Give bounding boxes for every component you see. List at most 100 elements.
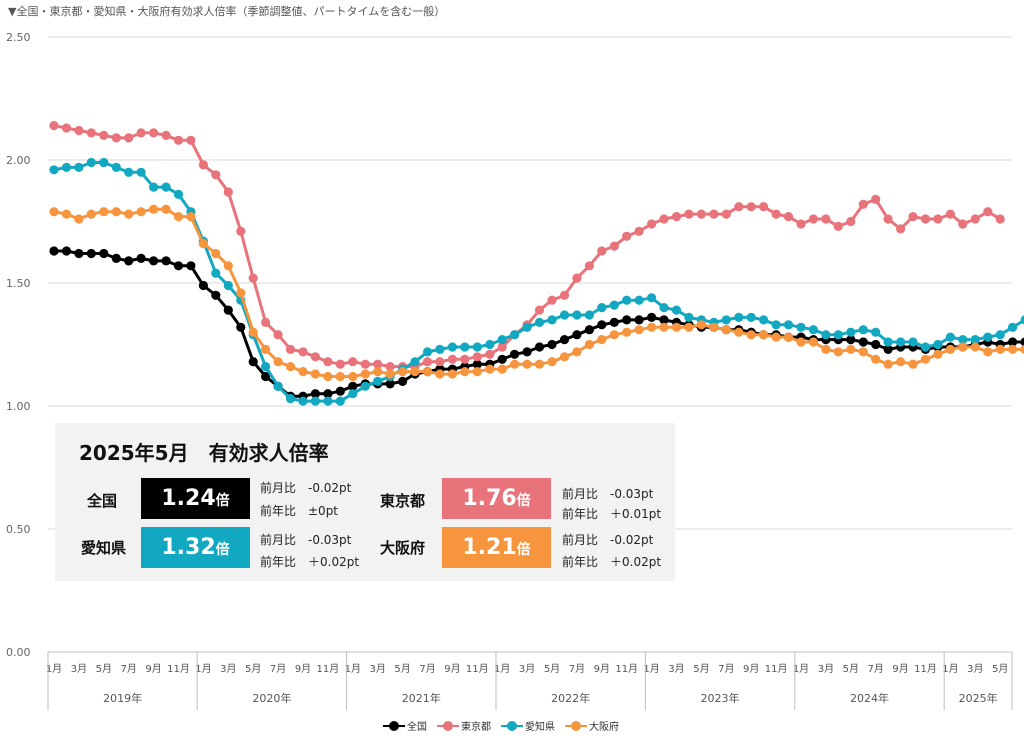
summary-label-osaka: 大阪府	[380, 539, 426, 557]
data-point-1	[298, 347, 308, 357]
data-point-2	[273, 381, 283, 391]
data-point-1	[572, 273, 582, 283]
data-point-3	[684, 322, 694, 332]
data-point-3	[509, 359, 520, 369]
data-point-3	[933, 349, 943, 359]
data-point-1	[709, 209, 719, 219]
data-point-3	[460, 367, 470, 377]
data-point-1	[99, 130, 109, 140]
data-point-3	[734, 327, 744, 337]
data-point-1	[373, 359, 383, 369]
data-point-1	[547, 295, 557, 305]
data-point-3	[559, 352, 570, 362]
x-month-label: 5月	[394, 663, 410, 675]
data-point-1	[348, 357, 358, 367]
data-point-0	[49, 246, 59, 256]
data-point-1	[609, 241, 619, 251]
summary-label-national: 全国	[87, 492, 118, 510]
legend-item-national: 全国	[383, 718, 427, 733]
data-point-1	[74, 125, 84, 136]
data-point-3	[572, 347, 582, 357]
data-point-1	[796, 219, 806, 229]
data-point-2	[173, 189, 184, 199]
data-point-3	[335, 371, 345, 382]
y-tick-label: 0.00	[6, 646, 31, 659]
summary-label-tokyo: 東京都	[380, 492, 426, 510]
data-point-0	[248, 357, 258, 367]
data-point-3	[248, 327, 258, 337]
data-point-1	[808, 214, 819, 224]
x-month-label: 3月	[370, 663, 386, 675]
data-point-3	[1008, 344, 1018, 354]
data-point-3	[186, 212, 196, 222]
data-point-1	[497, 342, 507, 352]
data-point-2	[497, 335, 507, 345]
data-point-1	[447, 354, 457, 364]
data-point-3	[236, 288, 246, 298]
data-point-2	[223, 280, 233, 291]
summary-unit: 倍	[215, 493, 230, 509]
data-point-2	[124, 167, 134, 177]
data-point-3	[410, 367, 420, 377]
data-point-2	[460, 342, 470, 352]
data-point-3	[360, 369, 370, 379]
data-point-1	[945, 209, 956, 219]
data-point-1	[124, 133, 134, 143]
summary-yoy-tokyo: 前年比 ＋0.01pt	[562, 507, 662, 521]
data-point-1	[198, 160, 208, 170]
data-point-3	[846, 344, 856, 354]
data-point-0	[572, 330, 582, 340]
data-point-1	[323, 357, 333, 367]
data-point-3	[522, 359, 532, 369]
data-point-1	[335, 359, 345, 369]
data-point-3	[647, 322, 657, 332]
data-point-1	[833, 221, 843, 231]
x-month-label: 5月	[544, 663, 560, 675]
data-point-2	[821, 330, 831, 340]
x-month-label: 9月	[295, 663, 311, 675]
data-point-3	[161, 204, 171, 214]
data-point-2	[871, 327, 881, 337]
data-point-1	[958, 219, 968, 229]
summary-label-aichi: 愛知県	[81, 539, 127, 557]
data-point-2	[136, 167, 146, 177]
data-point-3	[808, 337, 819, 347]
data-point-2	[771, 320, 781, 330]
data-point-3	[310, 369, 320, 379]
x-month-label: 7月	[270, 663, 286, 675]
data-point-0	[846, 335, 856, 345]
summary-yoy-national: 前年比 ±0pt	[260, 504, 339, 518]
data-point-2	[908, 337, 918, 347]
data-point-3	[422, 367, 433, 377]
data-point-1	[734, 202, 744, 212]
data-point-2	[74, 162, 84, 172]
legend-label-tokyo: 東京都	[461, 722, 491, 733]
data-point-1	[149, 128, 159, 138]
data-point-1	[896, 224, 906, 234]
x-month-label: 7月	[868, 663, 884, 675]
data-point-2	[422, 347, 433, 357]
data-point-3	[61, 209, 72, 219]
data-point-2	[958, 335, 968, 345]
data-point-3	[49, 207, 59, 217]
data-point-2	[883, 337, 893, 347]
x-month-label: 11月	[466, 663, 489, 675]
data-point-1	[920, 214, 931, 224]
data-point-1	[771, 209, 781, 219]
data-point-1	[634, 226, 644, 236]
x-month-label: 7月	[121, 663, 137, 675]
x-month-label: 1月	[494, 663, 510, 675]
data-point-3	[497, 364, 507, 374]
data-point-1	[659, 214, 669, 224]
data-point-0	[223, 305, 233, 315]
data-point-1	[821, 214, 831, 224]
data-point-2	[485, 339, 495, 350]
summary-unit: 倍	[516, 493, 531, 509]
data-point-3	[223, 261, 233, 271]
data-point-0	[609, 317, 619, 327]
data-point-1	[970, 214, 980, 224]
data-point-2	[509, 330, 520, 340]
x-month-label: 5月	[843, 663, 859, 675]
legend-label-aichi: 愛知県	[525, 722, 555, 733]
data-point-3	[398, 367, 408, 377]
